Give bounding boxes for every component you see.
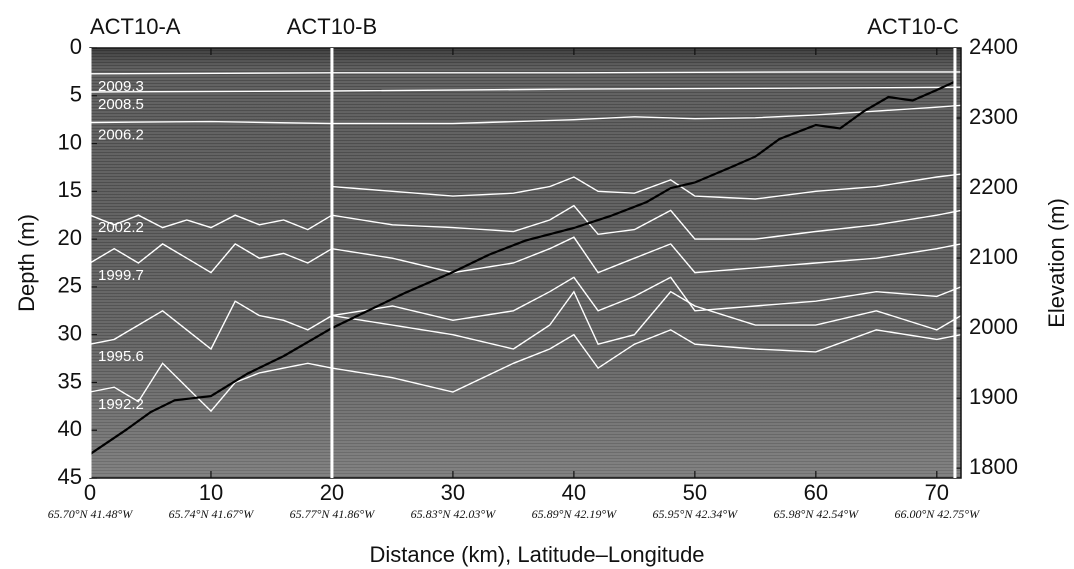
x-sublabel: 65.98°N 42.54°W [774,507,860,521]
y-tick-label: 5 [70,82,82,107]
y2-axis-title: Elevation (m) [1044,198,1069,328]
y-tick-label: 45 [58,464,82,489]
y2-tick-label: 2200 [969,174,1018,199]
isochrone-line [89,329,962,413]
isochrone-line [89,290,962,351]
isochrone-line [331,173,962,200]
echogram-background [90,48,961,478]
layer-label: 2009.3 [98,78,144,95]
x-tick-label: 30 [441,480,465,505]
layer-label: 2002.2 [98,219,144,236]
x-sublabel: 65.70°N 41.48°W [48,507,134,521]
layer-label: 2008.5 [98,96,144,113]
isochrone-line [331,276,962,322]
x-tick-label: 20 [320,480,344,505]
y2-tick-label: 2100 [969,244,1018,269]
isochrone-line [89,104,962,125]
x-tick-label: 0 [84,480,96,505]
site-label: ACT10-B [287,14,377,39]
y-tick-label: 25 [58,273,82,298]
x-sublabel: 65.83°N 42.03°W [411,507,497,521]
y-tick-label: 30 [58,320,82,345]
layer-label: 1992.2 [98,396,144,413]
isochrone-line [89,71,961,75]
x-tick-label: 70 [925,480,949,505]
isochrone-line [89,86,962,93]
y2-tick-label: 1800 [969,454,1018,479]
y-tick-label: 15 [58,177,82,202]
y2-tick-label: 2400 [969,34,1018,59]
site-label: ACT10-A [90,14,181,39]
x-sublabel: 65.77°N 41.86°W [290,507,376,521]
x-axis-title: Distance (km), Latitude–Longitude [369,542,704,567]
y-tick-label: 20 [58,225,82,250]
y-tick-label: 35 [58,368,82,393]
y-tick-label: 10 [58,129,82,154]
y2-tick-label: 1900 [969,384,1018,409]
y-tick-label: 40 [58,416,82,441]
x-sublabel: 66.00°N 42.75°W [895,507,981,521]
layer-label: 1995.6 [98,348,144,365]
echogram-shade [90,48,961,478]
y-tick-label: 0 [70,34,82,59]
x-tick-label: 50 [683,480,707,505]
x-tick-label: 40 [562,480,586,505]
layer-label: 2006.2 [98,127,144,144]
elevation-line [89,80,956,456]
y-axis-title: Depth (m) [14,214,39,312]
x-sublabel: 65.89°N 42.19°W [532,507,618,521]
x-sublabel: 65.95°N 42.34°W [653,507,739,521]
y2-tick-label: 2000 [969,314,1018,339]
y2-tick-label: 2300 [969,104,1018,129]
x-sublabel: 65.74°N 41.67°W [169,507,255,521]
site-label: ACT10-C [867,14,959,39]
x-tick-label: 60 [804,480,828,505]
layer-label: 1999.7 [98,267,144,284]
isochrone-line [89,204,962,240]
x-tick-label: 10 [199,480,223,505]
